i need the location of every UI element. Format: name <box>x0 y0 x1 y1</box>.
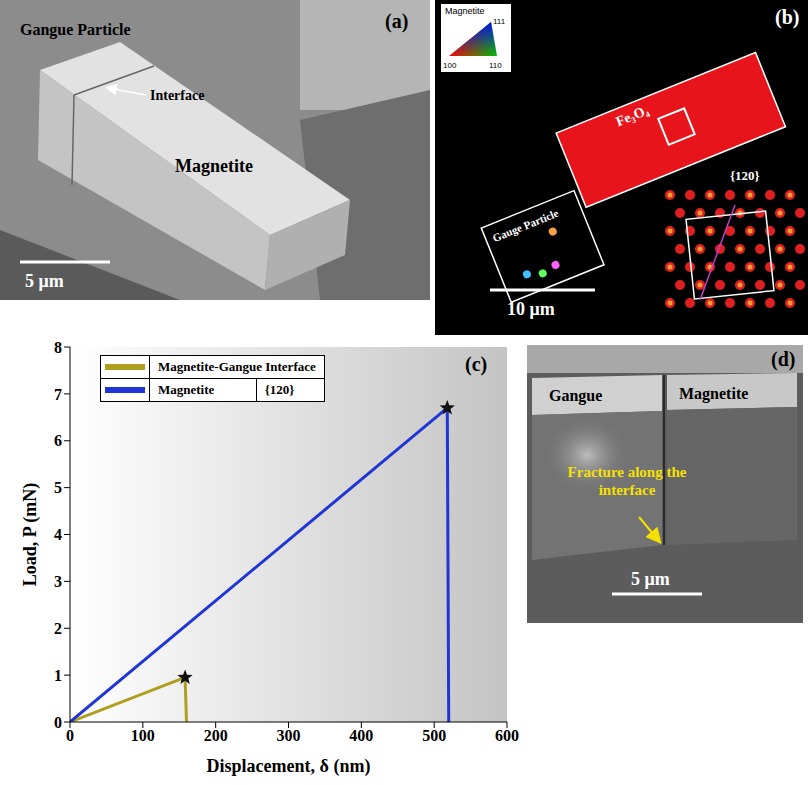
svg-text:10 μm: 10 μm <box>507 299 555 319</box>
svg-text:Magnetite: Magnetite <box>175 156 253 176</box>
svg-text:Gangue: Gangue <box>549 387 602 405</box>
svg-text:400: 400 <box>349 727 373 744</box>
svg-text:100: 100 <box>131 727 155 744</box>
svg-text:0: 0 <box>54 714 62 731</box>
svg-text:500: 500 <box>422 727 446 744</box>
html-text:(c): (c) <box>465 353 488 375</box>
svg-text:{120}: {120} <box>730 168 760 183</box>
svg-text:Gangue Particle: Gangue Particle <box>20 21 131 39</box>
svg-text:1: 1 <box>54 667 62 684</box>
svg-text:5 μm: 5 μm <box>25 271 64 291</box>
html-text:{120}: {120} <box>264 382 295 397</box>
svg-text:4: 4 <box>54 526 62 543</box>
svg-text:5 μm: 5 μm <box>631 569 670 589</box>
svg-text:Load, P (mN): Load, P (mN) <box>20 483 41 587</box>
svg-text:(a): (a) <box>385 10 408 33</box>
svg-text:8: 8 <box>54 339 62 356</box>
svg-text:Magnetite: Magnetite <box>679 385 748 403</box>
html-text:Fracture along the interface: Fracture along the interface <box>567 464 687 498</box>
svg-text:Displacement, δ (nm): Displacement, δ (nm) <box>207 756 371 777</box>
svg-text:7: 7 <box>54 386 62 403</box>
svg-text:100: 100 <box>443 61 457 70</box>
svg-text:300: 300 <box>277 727 301 744</box>
svg-text:2: 2 <box>54 620 62 637</box>
svg-text:6: 6 <box>54 432 62 449</box>
svg-text:Gauge Particle: Gauge Particle <box>491 207 560 244</box>
svg-text:111: 111 <box>493 17 506 26</box>
svg-text:3: 3 <box>54 573 62 590</box>
svg-text:Interface: Interface <box>150 88 204 103</box>
svg-text:(d): (d) <box>771 348 795 371</box>
svg-text:200: 200 <box>204 727 228 744</box>
svg-text:Fe₃O₄: Fe₃O₄ <box>614 102 652 129</box>
svg-text:5: 5 <box>54 479 62 496</box>
svg-text:110: 110 <box>489 61 502 70</box>
html-text:Magnetite: Magnetite <box>158 382 215 397</box>
svg-text:600: 600 <box>495 727 519 744</box>
svg-text:0: 0 <box>66 727 74 744</box>
svg-text:Magnetite: Magnetite <box>445 6 485 16</box>
svg-text:(b): (b) <box>775 6 799 29</box>
html-text:Magnetite-Gangue Interface: Magnetite-Gangue Interface <box>158 359 316 374</box>
